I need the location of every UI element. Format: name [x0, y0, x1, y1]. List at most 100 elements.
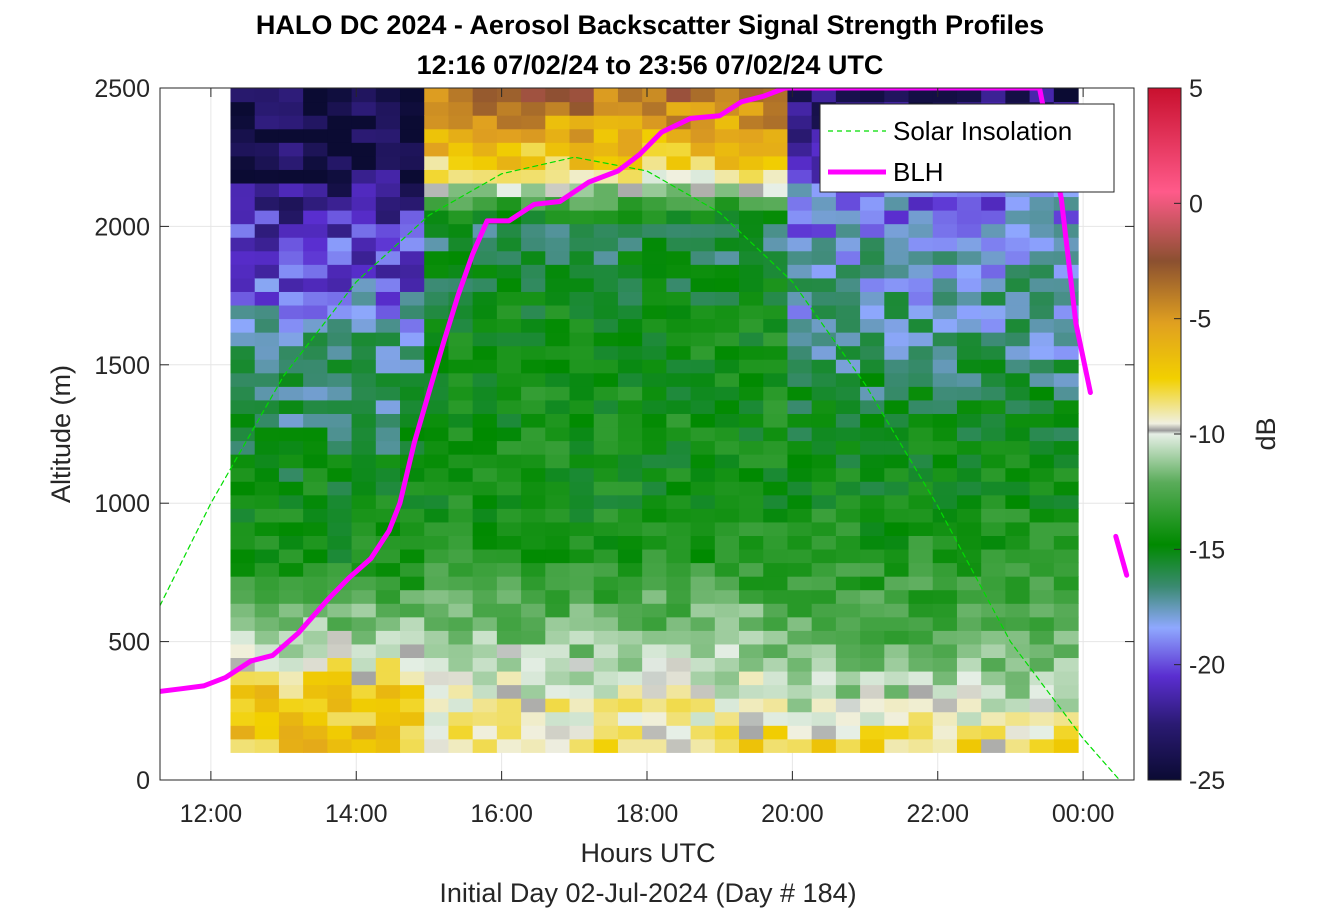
heatmap-cell: [811, 698, 837, 713]
heatmap-cell: [448, 128, 474, 143]
heatmap-cell: [860, 508, 885, 523]
heatmap-cell: [569, 670, 595, 686]
heatmap-cell: [835, 440, 861, 455]
heatmap-cell: [811, 738, 837, 753]
heatmap-cell: [254, 711, 280, 726]
heatmap-cell: [860, 711, 885, 726]
heatmap-cell: [860, 413, 885, 428]
heatmap-cell: [739, 630, 764, 645]
heatmap-cell: [496, 670, 522, 686]
heatmap-cell: [593, 576, 619, 591]
heatmap-cell: [593, 182, 619, 198]
heatmap-cell: [521, 603, 546, 618]
heatmap-cell: [278, 494, 304, 509]
heatmap-cell: [763, 277, 789, 292]
heatmap-cell: [908, 440, 934, 455]
heatmap-cell: [981, 562, 1006, 577]
heatmap-cell: [835, 291, 861, 306]
heatmap-cell: [811, 372, 837, 387]
heatmap-cell: [932, 440, 958, 455]
heatmap-cell: [642, 481, 667, 496]
heatmap-cell: [569, 277, 595, 292]
heatmap-cell: [811, 223, 837, 238]
heatmap-cell: [956, 250, 982, 265]
heatmap-cell: [714, 603, 740, 618]
heatmap-cell: [327, 115, 353, 130]
heatmap-cell: [496, 738, 522, 753]
heatmap-cell: [1005, 467, 1031, 482]
heatmap-cell: [835, 521, 861, 536]
heatmap-cell: [230, 345, 256, 360]
heatmap-cell: [739, 535, 764, 550]
heatmap-cell: [642, 413, 667, 428]
x-tick-label: 00:00: [1052, 800, 1115, 828]
heatmap-cell: [278, 386, 304, 401]
heatmap-cell: [230, 589, 256, 604]
heatmap-cell: [714, 304, 740, 320]
heatmap-cell: [230, 155, 256, 170]
heatmap-cell: [593, 738, 619, 753]
heatmap-cell: [303, 548, 328, 564]
heatmap-cell: [472, 670, 498, 686]
heatmap-cell: [617, 454, 643, 469]
heatmap-cell: [666, 196, 692, 211]
heatmap-cell: [545, 562, 571, 577]
heatmap-cell: [739, 155, 764, 170]
heatmap-cell: [278, 318, 304, 333]
heatmap-cell: [545, 277, 571, 292]
heatmap-cell: [739, 277, 764, 292]
heatmap-cell: [617, 277, 643, 292]
heatmap-cell: [351, 670, 377, 686]
heatmap-cell: [545, 670, 571, 686]
heatmap-cell: [860, 603, 885, 618]
heatmap-cell: [860, 88, 885, 103]
heatmap-cell: [884, 318, 910, 333]
heatmap-cell: [254, 684, 280, 699]
heatmap-cell: [642, 277, 667, 292]
heatmap-cell: [666, 101, 692, 116]
heatmap-cell: [908, 291, 934, 306]
heatmap-cell: [230, 494, 256, 509]
heatmap-cell: [569, 115, 595, 130]
heatmap-cell: [714, 630, 740, 645]
heatmap-cell: [884, 643, 910, 659]
heatmap-cell: [932, 698, 958, 713]
heatmap-cell: [956, 291, 982, 306]
x-tick-label: 14:00: [325, 800, 388, 828]
heatmap-cell: [1005, 264, 1031, 279]
heatmap-cell: [908, 630, 934, 645]
heatmap-cell: [981, 467, 1006, 482]
heatmap-cell: [860, 196, 885, 211]
heatmap-cell: [351, 196, 377, 211]
heatmap-cell: [448, 399, 474, 414]
heatmap-cell: [375, 562, 401, 577]
heatmap-cell: [327, 711, 353, 726]
heatmap-cell: [932, 494, 958, 509]
heatmap-cell: [327, 657, 353, 672]
heatmap-cell: [400, 508, 425, 523]
heatmap-cell: [932, 372, 958, 387]
heatmap-cell: [424, 738, 450, 753]
heatmap-cell: [569, 210, 595, 225]
heatmap-cell: [811, 454, 837, 469]
heatmap-cell: [787, 508, 813, 523]
heatmap-cell: [230, 250, 256, 265]
heatmap-cell: [230, 210, 256, 225]
heatmap-cell: [593, 264, 619, 279]
heatmap-cell: [981, 426, 1006, 442]
heatmap-cell: [1053, 616, 1079, 631]
heatmap-cell: [303, 115, 328, 130]
heatmap-cell: [908, 481, 934, 496]
heatmap-cell: [714, 372, 740, 387]
heatmap-cell: [303, 426, 328, 442]
heatmap-cell: [617, 738, 643, 753]
heatmap-cell: [1053, 210, 1079, 225]
heatmap-cell: [424, 264, 450, 279]
heatmap-cell: [424, 521, 450, 536]
heatmap-cell: [739, 237, 764, 252]
heatmap-cell: [1053, 440, 1079, 455]
heatmap-cell: [569, 386, 595, 401]
heatmap-cell: [351, 684, 377, 699]
heatmap-cell: [424, 155, 450, 170]
legend-box: [819, 103, 1115, 193]
